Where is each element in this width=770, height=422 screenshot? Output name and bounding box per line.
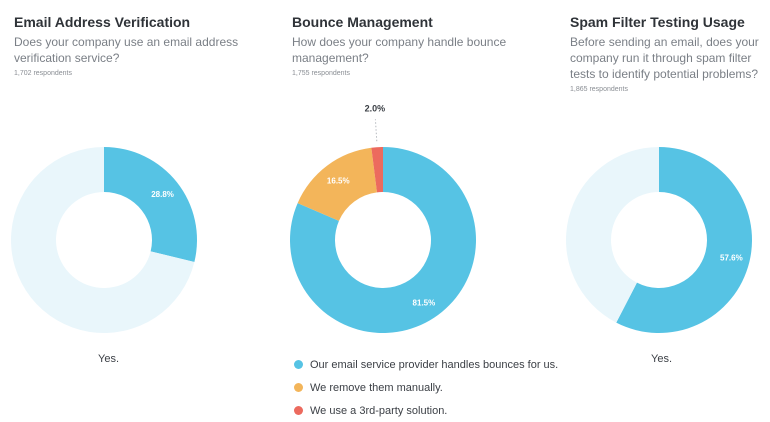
legend-label: We use a 3rd-party solution. — [310, 404, 448, 417]
legend-swatch — [294, 406, 303, 415]
legend-item: Our email service provider handles bounc… — [294, 353, 558, 376]
chart-caption: Yes. — [98, 353, 120, 365]
donut-email-verification: 28.8% — [11, 147, 197, 333]
label-leader-line — [374, 119, 378, 142]
legend-label: Our email service provider handles bounc… — [310, 358, 559, 371]
slice-label: 16.5% — [327, 176, 350, 185]
chart-caption: Yes. — [651, 353, 673, 365]
donut-slice — [290, 147, 477, 334]
chart-title: Spam Filter Testing Usage — [570, 14, 745, 30]
donut-slice — [616, 147, 753, 333]
chart-question: Does your company use an email address v… — [14, 35, 239, 65]
legend-item: We remove them manually. — [294, 376, 558, 399]
legend-item: We use a 3rd-party solution. — [294, 399, 558, 422]
respondent-count: 1,702 respondents — [14, 70, 72, 77]
donut-slice — [297, 147, 377, 221]
donut-slice — [104, 147, 197, 262]
chart-question: How does your company handle bounce mana… — [292, 35, 507, 65]
donut-slice — [11, 147, 195, 333]
respondent-count: 1,865 respondents — [570, 86, 628, 93]
slice-label: 81.5% — [413, 298, 436, 307]
donut-slice — [566, 147, 659, 323]
slice-label: 28.8% — [151, 190, 174, 199]
respondent-count: 1,755 respondents — [292, 70, 350, 77]
slice-label: 2.0% — [365, 103, 386, 113]
legend-swatch — [294, 360, 303, 369]
slice-label: 57.6% — [720, 254, 743, 263]
donut-slice — [371, 147, 383, 193]
chart-question: Before sending an email, does your compa… — [570, 35, 759, 81]
donut-bounce-management: 81.5% 16.5% 2.0% — [290, 103, 477, 334]
legend-label: We remove them manually. — [310, 381, 443, 394]
chart-title: Email Address Verification — [14, 14, 191, 30]
legend-swatch — [294, 383, 303, 392]
donut-spam-filter-testing: 57.6% — [566, 147, 753, 333]
bounce-legend: Our email service provider handles bounc… — [294, 353, 558, 422]
chart-title: Bounce Management — [292, 14, 433, 30]
